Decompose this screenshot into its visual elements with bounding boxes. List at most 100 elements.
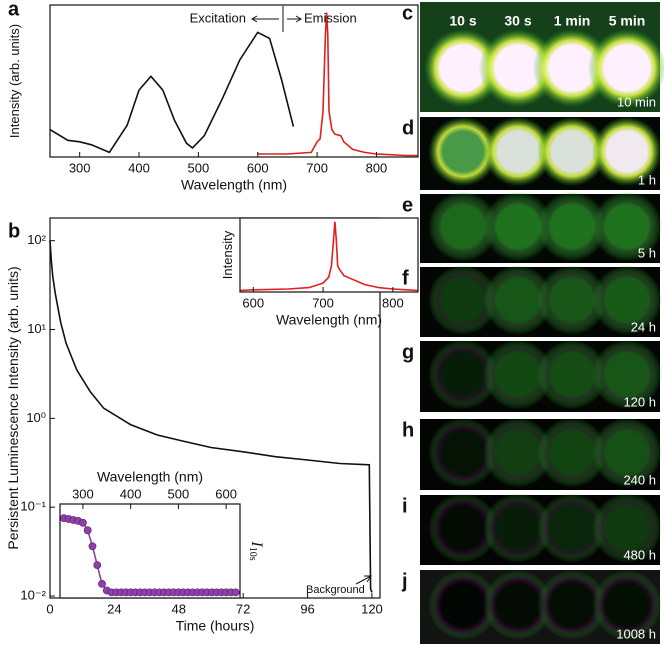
sample-spot — [428, 116, 498, 187]
time-label: 120 h — [623, 394, 656, 409]
x-axis-label: Wavelength (nm) — [276, 312, 382, 328]
y-tick-label: 10⁻¹ — [20, 499, 46, 514]
time-label: 1008 h — [616, 626, 656, 641]
x-tick-label: 800 — [366, 160, 388, 175]
sample-spot — [483, 493, 553, 563]
plot-frame — [49, 4, 419, 158]
panel-letter: h — [402, 419, 414, 441]
sample-spot — [423, 28, 503, 108]
y-tick-label: 10⁰ — [26, 410, 46, 425]
x-tick-label: 600 — [215, 486, 237, 501]
sample-spot — [592, 417, 662, 488]
x-tick-label: 24 — [107, 601, 121, 616]
x-tick-label: 300 — [69, 160, 91, 175]
x-tick-label: 48 — [172, 601, 186, 616]
sample-spot — [483, 339, 553, 410]
y-axis-label-sub: 10s — [247, 547, 258, 561]
inset-background — [240, 218, 418, 292]
annotation: Background — [306, 584, 365, 596]
y-axis-label: Persistent Luminescence Intensity (arb. … — [5, 266, 21, 549]
sample-spot — [532, 28, 612, 108]
sample-spot — [483, 116, 553, 187]
sample-spot — [592, 339, 662, 410]
y-axis-label-main: Persistent Luminescence Intensity (arb. … — [5, 266, 21, 549]
data-point — [98, 580, 106, 588]
sample-spot — [428, 493, 498, 563]
time-label: 240 h — [623, 472, 656, 487]
x-tick-label: 500 — [168, 486, 190, 501]
sample-spot — [428, 417, 498, 488]
sample-spot — [537, 116, 607, 187]
x-tick-label: 96 — [300, 601, 314, 616]
panel-letter: e — [402, 194, 413, 216]
sample-spot — [537, 191, 607, 262]
sample-spot — [592, 116, 662, 187]
inset-background — [60, 504, 240, 598]
sample-spot — [592, 570, 662, 640]
panel-letter: f — [402, 267, 409, 289]
sample-spot — [537, 417, 607, 488]
sample-spot — [483, 265, 553, 335]
sample-spot — [428, 265, 498, 335]
x-tick-label: 500 — [188, 160, 210, 175]
data-point — [88, 542, 97, 551]
sample-spot — [592, 493, 662, 563]
data-point — [83, 526, 92, 535]
panel-letter: c — [402, 2, 413, 24]
y-axis-label: Intensity — [220, 230, 235, 279]
data-point — [93, 561, 102, 569]
data-line — [257, 12, 418, 157]
plot-frame — [59, 503, 241, 599]
y-axis-label-main: I — [248, 540, 265, 547]
sample-spot — [592, 265, 662, 335]
data-line — [49, 240, 373, 593]
annotation: Emission — [304, 10, 357, 25]
panel-letter: i — [402, 495, 408, 517]
x-axis-label: Wavelength (nm) — [181, 177, 287, 193]
x-tick-label: 700 — [312, 295, 334, 310]
data-point — [231, 588, 240, 597]
sample-spot — [428, 339, 498, 410]
data-line — [239, 221, 419, 292]
y-axis-label-main: Intensity — [220, 230, 235, 279]
x-tick-label: 0 — [46, 601, 53, 616]
y-axis-label-main: Intensity (arb. units) — [7, 24, 22, 138]
panel-letter: g — [402, 341, 414, 363]
panel-letter: a — [8, 0, 20, 20]
x-tick-label: 600 — [242, 295, 264, 310]
exposure-label: 10 s — [449, 13, 476, 29]
arrow — [251, 15, 279, 23]
time-label: 5 h — [638, 245, 656, 260]
x-tick-label: 700 — [306, 160, 328, 175]
sample-spot — [483, 417, 553, 488]
sample-spot — [428, 191, 498, 262]
sample-spot — [537, 265, 607, 335]
y-axis-label: I10s — [247, 540, 266, 560]
x-tick-label: 400 — [120, 486, 142, 501]
arrow — [355, 575, 372, 585]
panel-letter: d — [402, 117, 414, 139]
exposure-label: 30 s — [504, 13, 531, 29]
sample-spot — [483, 191, 553, 262]
sample-spot — [537, 570, 607, 640]
x-tick-label: 600 — [247, 160, 269, 175]
x-axis-label: Time (hours) — [176, 618, 255, 634]
x-tick-label: 800 — [382, 295, 404, 310]
arrow — [287, 15, 302, 23]
x-axis-label: Wavelength (nm) — [97, 469, 203, 485]
y-tick-label: 10⁻² — [20, 587, 46, 602]
time-label: 10 min — [617, 94, 656, 109]
exposure-label: 5 min — [609, 13, 646, 29]
sample-spot — [478, 28, 558, 108]
data-line — [49, 31, 295, 154]
exposure-label: 1 min — [554, 13, 591, 29]
sample-spot — [483, 570, 553, 640]
data-point — [79, 518, 87, 527]
y-tick-label: 10² — [27, 232, 46, 247]
time-label: 480 h — [623, 547, 656, 562]
x-tick-label: 400 — [128, 160, 150, 175]
panel-letter: b — [8, 220, 20, 242]
time-label: 24 h — [631, 319, 656, 334]
